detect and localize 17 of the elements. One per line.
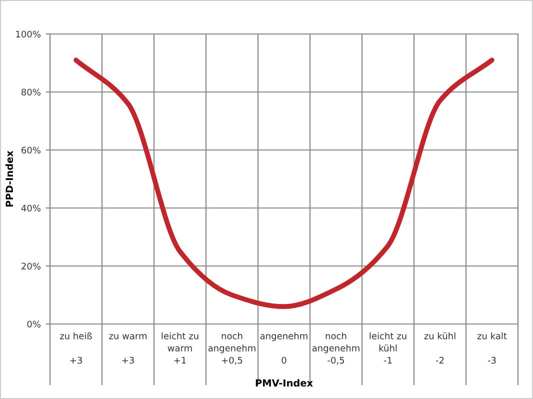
y-tick-label: 100%: [16, 30, 40, 38]
y-tick-label: 40%: [21, 204, 40, 212]
x-tick-label: noch angenehm -0,5: [312, 332, 360, 365]
y-tick-label: 20%: [22, 262, 40, 270]
category-label: zu heiß +3: [60, 332, 92, 364]
category-label: zu kalt -3: [477, 332, 507, 364]
category-label: zu warm +3: [109, 334, 147, 364]
y-tick-label: 80%: [22, 88, 40, 96]
x-axis-title: PMV-Index: [256, 379, 313, 387]
y-tick-label: 60%: [22, 146, 40, 154]
y-tick-label: 0%: [27, 320, 40, 328]
x-tick-label: leicht zu warm +1: [162, 332, 198, 364]
category-label: angenehm 0: [260, 332, 308, 364]
x-tick-label: noch angenehm +0,5: [208, 332, 256, 365]
category-label: zu kühl -2: [424, 332, 456, 364]
x-tick-label: leicht zu kühl -1: [370, 332, 406, 364]
y-axis-title: PPD-Index: [5, 150, 14, 207]
